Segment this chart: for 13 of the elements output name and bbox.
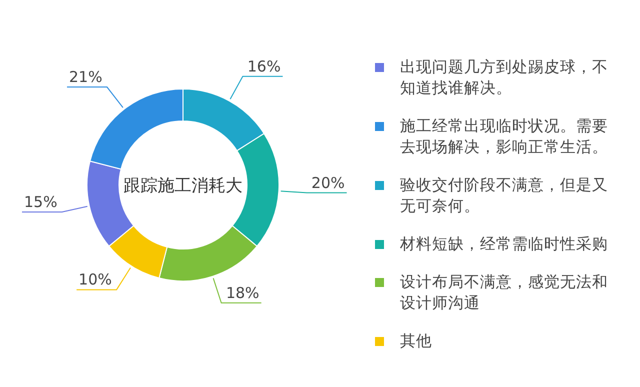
data-label: 18% <box>226 284 260 302</box>
legend-label: 出现问题几方到处踢皮球，不知道找谁解决。 <box>400 58 608 97</box>
data-label: 21% <box>69 68 102 86</box>
legend-label: 材料短缺，经常需临时性采购 <box>399 235 608 253</box>
legend-label: 施工经常出现临时状况。需要去现场解决，影响正常生活。 <box>400 117 608 156</box>
data-label: 10% <box>78 270 112 289</box>
data-label: 16% <box>247 57 281 76</box>
legend-label: 验收交付阶段不满意，但是又无可奈何。 <box>400 176 608 215</box>
legend-label: 设计布局不满意，感觉无法和设计师沟通 <box>400 273 608 312</box>
legend-label: 其他 <box>400 332 432 350</box>
data-label: 20% <box>311 174 345 192</box>
data-label: 15% <box>24 193 58 212</box>
text: 跟踪施工消耗大 <box>124 176 242 196</box>
